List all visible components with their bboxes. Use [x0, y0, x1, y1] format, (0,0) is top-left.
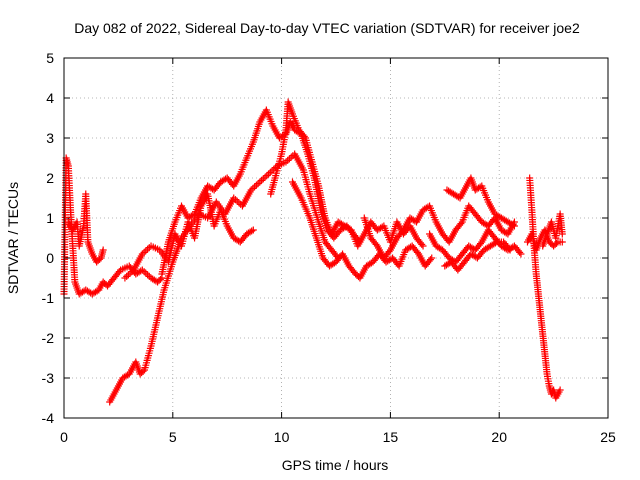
plot-frame	[63, 57, 609, 419]
data-point	[261, 173, 269, 181]
data-point	[510, 222, 518, 230]
data-point	[476, 240, 484, 248]
data-point	[517, 250, 525, 258]
data-point	[233, 197, 241, 205]
series-track-j	[441, 238, 514, 274]
data-point	[426, 256, 434, 264]
data-point	[266, 168, 274, 176]
data-point	[558, 238, 566, 246]
data-point	[156, 275, 164, 283]
data-point	[505, 244, 513, 252]
data-point	[123, 272, 131, 280]
x-tick-label: 10	[274, 429, 290, 445]
data-point	[372, 240, 380, 248]
data-point	[287, 153, 295, 161]
data-point	[140, 268, 148, 276]
data-point	[265, 170, 273, 178]
series-track-c	[106, 150, 342, 406]
data-point	[413, 248, 421, 256]
y-tick-label: 4	[46, 90, 54, 106]
y-axis-label: SDTVAR / TECUs	[5, 182, 21, 294]
y-tick-label: -1	[42, 290, 55, 306]
y-tick-label: 1	[46, 210, 54, 226]
series-track-h	[360, 202, 518, 262]
data-point	[385, 248, 393, 256]
data-point	[457, 220, 465, 228]
data-point	[509, 221, 517, 229]
data-point	[259, 175, 267, 183]
data-point	[553, 239, 561, 247]
x-tick-label: 25	[600, 429, 616, 445]
data-point	[139, 367, 147, 375]
y-tick-label: -4	[42, 410, 55, 426]
x-axis-label: GPS time / hours	[282, 457, 389, 473]
data-point	[124, 271, 132, 279]
data-point	[99, 246, 107, 254]
data-point	[285, 155, 293, 163]
data-point	[419, 242, 427, 250]
data-point	[418, 240, 426, 248]
chart-title: Day 082 of 2022, Sidereal Day-to-day VTE…	[74, 20, 580, 36]
series-track-b	[64, 190, 107, 266]
series-track-l	[526, 174, 564, 402]
data-point	[256, 178, 264, 186]
series-track-i	[426, 226, 525, 266]
data-point	[428, 254, 436, 262]
x-tick-label: 0	[60, 429, 68, 445]
y-tick-label: 2	[46, 170, 54, 186]
data-point	[491, 239, 499, 247]
data-point	[506, 246, 514, 254]
series-track-k	[443, 174, 518, 230]
y-tick-label: 0	[46, 250, 54, 266]
data-point	[235, 199, 243, 207]
data-point	[121, 274, 129, 282]
y-tick-label: -3	[42, 370, 55, 386]
data-point	[254, 180, 262, 188]
data-point	[251, 183, 259, 191]
y-tick-label: 3	[46, 130, 54, 146]
data-point	[144, 271, 152, 279]
data-point	[300, 132, 308, 140]
data-point	[249, 226, 257, 234]
data-point	[556, 386, 564, 394]
data-points	[60, 98, 566, 406]
x-tick-label: 5	[169, 429, 177, 445]
x-tick-label: 15	[383, 429, 399, 445]
data-point	[558, 230, 566, 238]
x-tick-label: 20	[491, 429, 507, 445]
y-tick-label: 5	[46, 50, 54, 66]
series-track-g	[288, 178, 436, 282]
data-point	[248, 227, 256, 235]
series-track-d	[121, 190, 257, 282]
data-point	[516, 248, 524, 256]
series-track-n	[539, 210, 566, 250]
y-tick-label: -2	[42, 330, 55, 346]
data-point	[142, 247, 150, 255]
data-point	[398, 228, 406, 236]
data-point	[252, 181, 260, 189]
